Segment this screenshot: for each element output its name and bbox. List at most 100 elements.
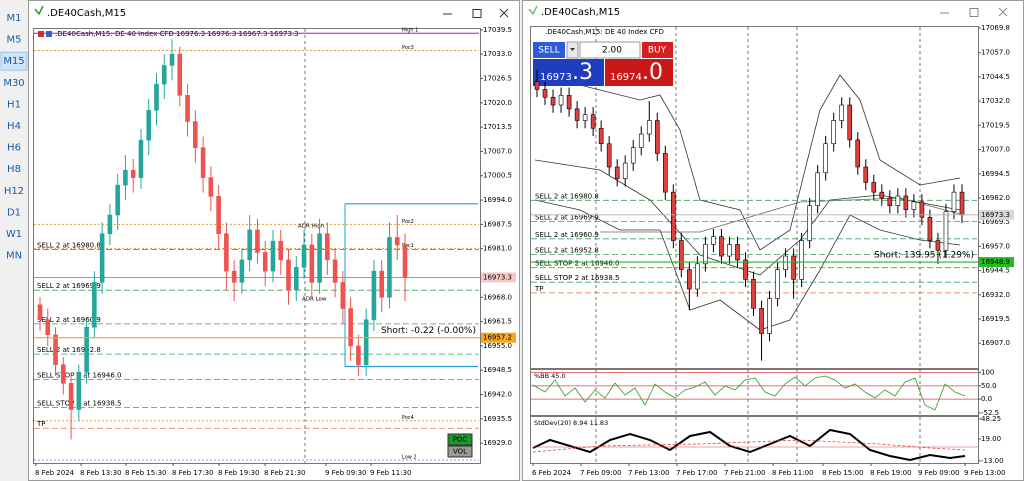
price-label: 16994.5	[981, 170, 1010, 178]
bid-box[interactable]	[533, 59, 604, 86]
order-label: SELL 2 at 16960.9	[535, 231, 599, 239]
candle-body	[185, 95, 190, 122]
chart-button-label: POC	[453, 436, 468, 444]
candle-body	[286, 259, 291, 291]
header-icon	[38, 31, 44, 37]
candle-body	[711, 236, 716, 245]
timeframe-button[interactable]: M15	[3, 56, 24, 67]
price-label: 17033.0	[483, 50, 512, 58]
candle-body	[727, 244, 732, 257]
candle-body	[394, 237, 400, 246]
bid-tail: .3	[572, 60, 593, 85]
timeframe-button[interactable]: D1	[7, 207, 21, 218]
timeframe-button[interactable]: H4	[7, 121, 21, 132]
header-icon	[46, 31, 52, 37]
candle-body	[262, 252, 268, 272]
candle-body	[356, 345, 361, 365]
price-label: 16907.0	[981, 339, 1010, 347]
position-price-label: 16948.9	[981, 258, 1010, 266]
candle-body	[107, 214, 113, 235]
indicator-tick-label: -13.00	[981, 457, 1004, 465]
candle-body	[558, 95, 564, 106]
maximize-button[interactable]	[472, 9, 482, 18]
candle-body	[84, 326, 89, 373]
maximize-button[interactable]	[969, 8, 979, 17]
candle-body	[863, 166, 869, 183]
candle-body	[76, 371, 82, 410]
chart-button[interactable]	[447, 433, 473, 446]
candle-body	[687, 269, 692, 290]
candle-body	[775, 269, 780, 299]
sell-button[interactable]	[533, 42, 565, 58]
stddev-average	[532, 439, 966, 453]
session-separators	[595, 27, 921, 463]
timeframe-button[interactable]: H6	[7, 143, 21, 154]
candle-body	[767, 298, 772, 334]
candle-body	[387, 237, 392, 298]
time-label: 6 Feb 2024	[532, 469, 572, 477]
close-button[interactable]	[998, 7, 1008, 17]
timeframe-button[interactable]: M5	[7, 35, 22, 46]
left-title-bar	[29, 1, 519, 27]
timeframe-button[interactable]: MN	[6, 251, 22, 262]
candle-body	[895, 195, 901, 207]
candle-body	[671, 191, 676, 241]
dropdown-arrow	[570, 48, 575, 51]
current-price-label: 16973.3	[981, 211, 1010, 219]
candle-body	[53, 334, 58, 365]
price-label: 16994.0	[483, 196, 512, 204]
ask-main: 16974	[610, 72, 642, 83]
indicator-title: %BB 45.0	[534, 372, 566, 380]
price-label: 16942.0	[483, 391, 512, 399]
order-label: TP	[534, 285, 544, 293]
candle-body	[193, 121, 198, 148]
timeframe-button[interactable]: H1	[7, 99, 21, 110]
timeframe-button[interactable]: M1	[7, 13, 22, 24]
price-label: 16919.5	[981, 315, 1010, 323]
candle-body	[68, 383, 74, 410]
candle-body	[231, 270, 237, 283]
chart-button[interactable]	[447, 445, 473, 458]
lot-input[interactable]	[579, 41, 641, 59]
candle-body	[534, 81, 540, 90]
chart-icon	[528, 5, 538, 16]
timeframe-button[interactable]: W1	[6, 229, 22, 240]
candle-body	[879, 191, 885, 199]
buy-label: BUY	[648, 46, 667, 56]
stddev-line	[532, 428, 966, 462]
timeframe-button[interactable]: H12	[4, 186, 24, 197]
price-label: 16961.5	[483, 318, 512, 326]
candle-body	[935, 240, 941, 251]
candle-body	[60, 364, 66, 384]
candle-body	[654, 120, 660, 154]
order-label: SELL 2 at 16969.9	[37, 282, 101, 290]
order-label: SELL 2 at 16980.8	[37, 241, 101, 249]
candle-body	[903, 195, 909, 210]
time-label: 7 Feb 21:00	[724, 469, 765, 477]
close-button[interactable]	[499, 8, 509, 18]
timeframe-button[interactable]: M30	[3, 78, 24, 89]
buy-button[interactable]	[642, 42, 673, 58]
time-label: 8 Feb 17:30	[172, 469, 213, 477]
time-label: 9 Feb 13:00	[964, 469, 1005, 477]
ask-box[interactable]	[605, 59, 673, 86]
price-label: 17007.0	[981, 146, 1010, 154]
window-title: .DE40Cash,M15	[541, 7, 620, 18]
time-label: 8 Feb 19:30	[218, 469, 259, 477]
candle-body	[317, 233, 322, 283]
time-label: 8 Feb 2024	[35, 469, 75, 477]
ask-tail: .0	[642, 60, 663, 85]
indicator-tick-label: 100	[981, 369, 994, 377]
bid-main: 16973	[540, 72, 572, 83]
time-label: 9 Feb 09:00	[918, 469, 959, 477]
chart-icon	[34, 5, 44, 16]
price-label: 17019.5	[981, 121, 1010, 129]
order-label: SELL STOP 2 at 16946.0	[535, 260, 619, 268]
position-box	[481, 332, 516, 343]
candle-body	[695, 263, 700, 290]
order-label: SELL STOP 2 at 16938.5	[535, 274, 619, 282]
candle-body	[831, 120, 836, 145]
indicator-tick-label: 19.00	[981, 435, 1001, 443]
candle-body	[247, 229, 252, 261]
timeframe-button[interactable]: H8	[7, 164, 21, 175]
